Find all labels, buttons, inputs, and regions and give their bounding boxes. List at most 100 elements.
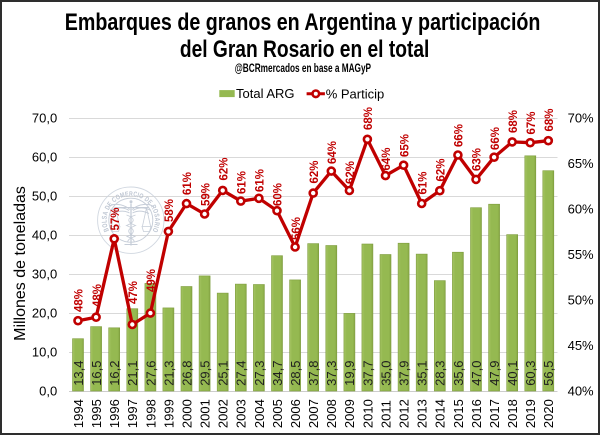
svg-text:25,1: 25,1 (216, 360, 231, 385)
svg-text:34,7: 34,7 (270, 360, 285, 385)
svg-text:2019: 2019 (523, 399, 538, 428)
svg-text:61%: 61% (237, 171, 249, 194)
svg-text:1997: 1997 (125, 399, 140, 428)
svg-text:2007: 2007 (306, 399, 321, 428)
svg-text:2013: 2013 (415, 399, 430, 428)
svg-text:2017: 2017 (487, 399, 502, 428)
svg-text:70%: 70% (568, 111, 594, 126)
svg-text:60%: 60% (568, 202, 594, 217)
svg-text:1996: 1996 (107, 399, 122, 428)
svg-text:55%: 55% (568, 247, 594, 262)
svg-text:1999: 1999 (161, 399, 176, 428)
svg-text:47,0: 47,0 (469, 360, 484, 385)
svg-text:@BCRmercados en base a MAGyP: @BCRmercados en base a MAGyP (235, 62, 371, 75)
svg-text:2010: 2010 (360, 399, 375, 428)
svg-text:2004: 2004 (252, 399, 267, 428)
svg-text:2014: 2014 (433, 399, 448, 428)
svg-text:26,8: 26,8 (179, 360, 194, 385)
svg-text:2001: 2001 (198, 399, 213, 428)
svg-text:67%: 67% (526, 111, 538, 134)
svg-text:0,0: 0,0 (39, 384, 57, 399)
svg-text:47,9: 47,9 (487, 360, 502, 385)
svg-text:68%: 68% (363, 107, 375, 130)
svg-text:2006: 2006 (288, 399, 303, 428)
svg-text:1995: 1995 (89, 399, 104, 428)
svg-text:58%: 58% (164, 199, 176, 222)
svg-text:2003: 2003 (234, 399, 249, 428)
svg-text:56%: 56% (291, 217, 303, 240)
svg-text:37,3: 37,3 (324, 360, 339, 385)
svg-text:45%: 45% (568, 338, 594, 353)
svg-text:49%: 49% (146, 269, 158, 292)
svg-text:60,3: 60,3 (523, 360, 538, 385)
svg-text:2002: 2002 (216, 399, 231, 428)
svg-text:70,0: 70,0 (32, 111, 57, 126)
svg-text:57%: 57% (110, 207, 122, 230)
svg-text:35,1: 35,1 (415, 360, 430, 385)
svg-text:68%: 68% (508, 110, 520, 133)
svg-text:28,3: 28,3 (433, 360, 448, 385)
svg-text:Total ARG: Total ARG (236, 86, 295, 101)
svg-text:1994: 1994 (71, 399, 86, 428)
svg-text:1998: 1998 (143, 399, 158, 428)
svg-text:19,9: 19,9 (342, 360, 357, 385)
svg-text:63%: 63% (472, 148, 484, 171)
svg-text:28,5: 28,5 (288, 360, 303, 385)
svg-text:20,0: 20,0 (32, 306, 57, 321)
svg-text:21,1: 21,1 (125, 360, 140, 385)
svg-text:16,5: 16,5 (89, 360, 104, 385)
svg-text:60,0: 60,0 (32, 150, 57, 165)
svg-text:48%: 48% (74, 289, 86, 312)
svg-text:62%: 62% (345, 161, 357, 184)
svg-text:2005: 2005 (270, 399, 285, 428)
svg-text:40,0: 40,0 (32, 228, 57, 243)
svg-text:29,5: 29,5 (198, 360, 213, 385)
svg-text:13,4: 13,4 (71, 360, 86, 385)
svg-text:61%: 61% (417, 171, 429, 194)
svg-text:62%: 62% (218, 157, 230, 180)
svg-text:56,5: 56,5 (541, 360, 556, 385)
svg-text:Embarques de granos en Argenti: Embarques de granos en Argentina y parti… (65, 8, 541, 35)
svg-text:62%: 62% (436, 158, 448, 181)
svg-text:60%: 60% (273, 183, 285, 206)
svg-text:2000: 2000 (179, 399, 194, 428)
svg-text:27,3: 27,3 (252, 360, 267, 385)
svg-text:2020: 2020 (541, 399, 556, 428)
svg-text:27,6: 27,6 (143, 360, 158, 385)
svg-text:61%: 61% (255, 169, 267, 192)
svg-text:40%: 40% (568, 384, 594, 399)
svg-text:2012: 2012 (397, 399, 412, 428)
svg-text:2009: 2009 (342, 399, 357, 428)
svg-text:37,9: 37,9 (397, 360, 412, 385)
svg-text:% Particip: % Particip (326, 86, 385, 101)
svg-text:40,1: 40,1 (505, 360, 520, 385)
svg-text:35,6: 35,6 (451, 360, 466, 385)
svg-text:2008: 2008 (324, 399, 339, 428)
svg-text:2016: 2016 (469, 399, 484, 428)
svg-text:66%: 66% (454, 124, 466, 147)
svg-text:66%: 66% (490, 127, 502, 150)
svg-text:30,0: 30,0 (32, 267, 57, 282)
svg-text:64%: 64% (327, 141, 339, 164)
svg-text:10,0: 10,0 (32, 345, 57, 360)
svg-text:50%: 50% (568, 293, 594, 308)
svg-text:48%: 48% (92, 284, 104, 307)
svg-text:68%: 68% (544, 108, 556, 131)
svg-text:2018: 2018 (505, 399, 520, 428)
svg-text:Millones de toneladas: Millones de toneladas (12, 186, 29, 341)
svg-text:50,0: 50,0 (32, 189, 57, 204)
svg-text:61%: 61% (182, 172, 194, 195)
svg-text:35,0: 35,0 (378, 360, 393, 385)
svg-text:21,3: 21,3 (161, 360, 176, 385)
svg-text:37,8: 37,8 (306, 360, 321, 385)
svg-text:2011: 2011 (378, 400, 393, 428)
svg-text:62%: 62% (309, 160, 321, 183)
svg-text:16,2: 16,2 (107, 360, 122, 385)
svg-text:2015: 2015 (451, 399, 466, 428)
svg-text:65%: 65% (399, 134, 411, 157)
svg-text:47%: 47% (128, 281, 140, 304)
svg-text:37,7: 37,7 (360, 360, 375, 385)
svg-text:del Gran Rosario en el total: del Gran Rosario en el total (180, 35, 430, 63)
svg-text:65%: 65% (568, 156, 594, 171)
svg-text:27,4: 27,4 (234, 360, 249, 385)
